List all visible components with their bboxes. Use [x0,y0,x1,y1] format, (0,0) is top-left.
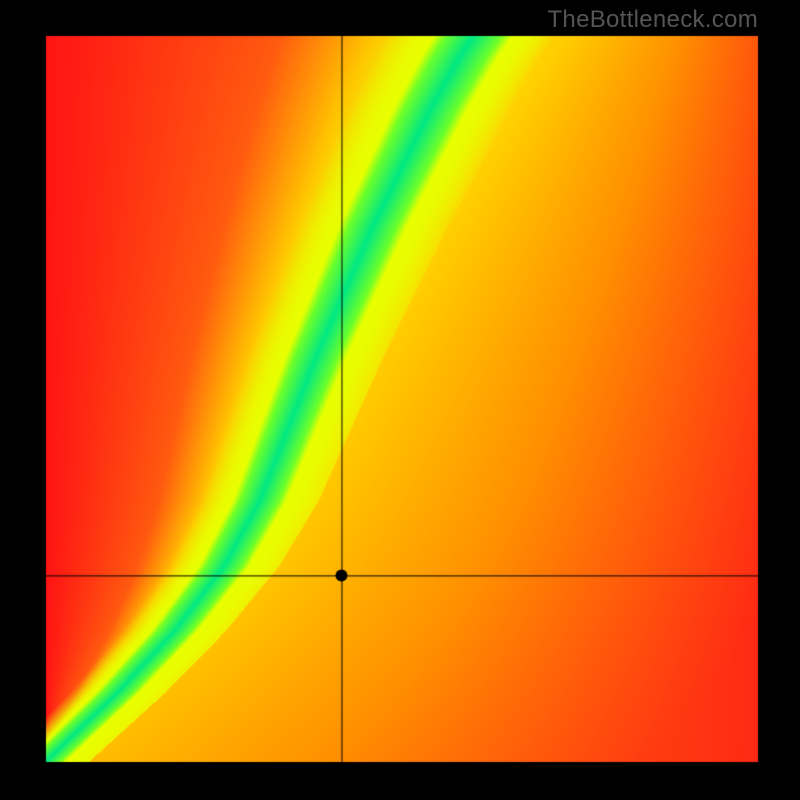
watermark-label: TheBottleneck.com [547,6,758,34]
bottleneck-heatmap [0,0,800,800]
